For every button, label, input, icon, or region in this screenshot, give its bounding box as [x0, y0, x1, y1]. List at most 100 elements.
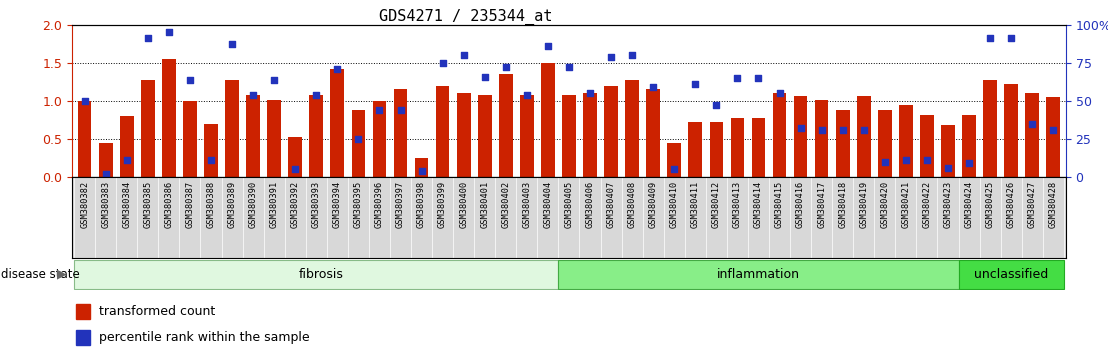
Point	[624, 52, 642, 58]
Point	[202, 158, 219, 163]
Point	[265, 77, 283, 82]
Text: GSM380383: GSM380383	[101, 181, 110, 228]
Bar	[141, 80, 155, 177]
Point	[982, 36, 999, 41]
Point	[286, 167, 304, 172]
Text: GSM380428: GSM380428	[1049, 181, 1058, 228]
Bar	[962, 115, 976, 177]
Text: ▶: ▶	[57, 268, 66, 281]
Bar	[246, 95, 260, 177]
Bar	[941, 125, 955, 177]
Bar	[288, 137, 302, 177]
Bar	[583, 93, 597, 177]
Point	[475, 74, 493, 79]
Text: GSM380421: GSM380421	[902, 181, 911, 228]
Text: GSM380404: GSM380404	[543, 181, 553, 228]
Bar	[435, 86, 450, 177]
Text: GSM380397: GSM380397	[396, 181, 406, 228]
Bar	[478, 95, 492, 177]
Text: GSM380413: GSM380413	[732, 181, 742, 228]
Text: percentile rank within the sample: percentile rank within the sample	[99, 331, 309, 344]
Text: GSM380411: GSM380411	[690, 181, 700, 228]
Point	[370, 107, 388, 113]
Bar	[709, 122, 724, 177]
Bar	[646, 90, 660, 177]
Point	[834, 127, 852, 133]
Text: GSM380401: GSM380401	[480, 181, 490, 228]
Bar	[456, 93, 471, 177]
Bar	[562, 95, 576, 177]
Bar	[76, 330, 90, 345]
Point	[138, 36, 156, 41]
Text: GSM380405: GSM380405	[564, 181, 574, 228]
Point	[328, 66, 346, 72]
Point	[687, 81, 705, 87]
Bar	[204, 124, 218, 177]
Bar	[225, 80, 239, 177]
Point	[391, 107, 409, 113]
Point	[792, 125, 810, 130]
Text: GSM380409: GSM380409	[648, 181, 658, 228]
Bar	[393, 90, 408, 177]
Point	[181, 77, 198, 82]
Bar	[814, 100, 829, 177]
Text: GSM380416: GSM380416	[796, 181, 806, 228]
Point	[349, 136, 367, 142]
Point	[96, 171, 114, 177]
Bar	[835, 110, 850, 177]
Bar	[604, 86, 618, 177]
Text: GSM380419: GSM380419	[859, 181, 869, 228]
Point	[855, 127, 873, 133]
Point	[517, 92, 535, 98]
Text: GSM380418: GSM380418	[838, 181, 848, 228]
Bar	[99, 143, 113, 177]
Bar	[183, 101, 197, 177]
Text: transformed count: transformed count	[99, 305, 215, 318]
Text: GSM380389: GSM380389	[227, 181, 236, 228]
Text: GSM380392: GSM380392	[290, 181, 300, 228]
Text: GSM380426: GSM380426	[1007, 181, 1016, 228]
Point	[940, 165, 957, 171]
Point	[919, 158, 936, 163]
Point	[1045, 127, 1063, 133]
Point	[771, 90, 789, 96]
Bar	[120, 116, 134, 177]
Bar	[793, 96, 808, 177]
Text: GSM380400: GSM380400	[459, 181, 469, 228]
Bar	[772, 93, 787, 177]
Bar	[878, 110, 892, 177]
Text: GSM380385: GSM380385	[143, 181, 152, 228]
Text: GSM380415: GSM380415	[774, 181, 784, 228]
Text: unclassified: unclassified	[974, 268, 1048, 281]
Point	[223, 41, 240, 47]
Bar	[309, 95, 324, 177]
Point	[117, 158, 135, 163]
Text: GSM380424: GSM380424	[965, 181, 974, 228]
Text: GSM380422: GSM380422	[923, 181, 932, 228]
Bar	[856, 96, 871, 177]
Text: GSM380402: GSM380402	[501, 181, 511, 228]
Text: GSM380408: GSM380408	[627, 181, 637, 228]
Text: GSM380427: GSM380427	[1028, 181, 1037, 228]
Bar	[751, 118, 766, 177]
Text: GDS4271 / 235344_at: GDS4271 / 235344_at	[379, 9, 552, 25]
FancyBboxPatch shape	[558, 260, 958, 289]
Point	[244, 92, 261, 98]
Point	[666, 167, 684, 172]
Text: GSM380387: GSM380387	[185, 181, 194, 228]
Text: GSM380398: GSM380398	[417, 181, 427, 228]
Bar	[667, 143, 681, 177]
Text: GSM380407: GSM380407	[606, 181, 616, 228]
Bar	[351, 110, 366, 177]
Point	[603, 54, 620, 59]
Point	[433, 60, 451, 66]
Text: GSM380396: GSM380396	[375, 181, 384, 228]
Point	[496, 64, 514, 69]
Point	[1024, 121, 1042, 126]
Bar	[541, 63, 555, 177]
Bar	[688, 122, 702, 177]
Text: inflammation: inflammation	[717, 268, 800, 281]
Text: GSM380425: GSM380425	[986, 181, 995, 228]
Bar	[625, 80, 639, 177]
Point	[708, 102, 726, 108]
